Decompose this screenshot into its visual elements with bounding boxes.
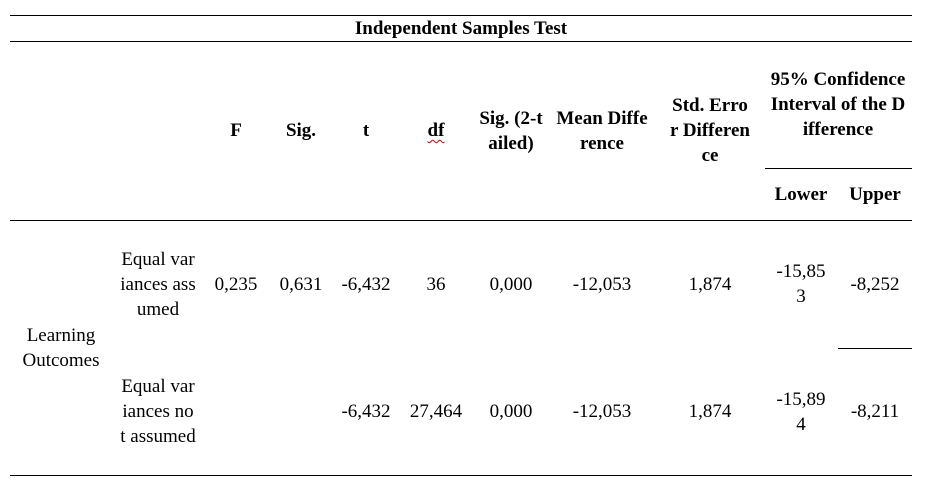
- row-group: Learning Outcomes: [22, 220, 100, 475]
- rule: [765, 168, 912, 169]
- table-cell: -15,853: [772, 220, 830, 348]
- column-header-text: Mean Difference: [556, 107, 648, 154]
- ci-header-text: 95% Confidence Interval of the Differenc…: [770, 69, 906, 140]
- column-subheader-text: Upper: [849, 183, 901, 205]
- column-header: Sig.: [273, 41, 329, 220]
- table-cell: 1,874: [668, 348, 752, 475]
- table-cell-text: -6,432: [341, 401, 391, 422]
- table-cell-text: 0,235: [214, 273, 258, 295]
- rule: [10, 15, 912, 16]
- column-header-text: df: [427, 120, 445, 141]
- table-cell-text: 1,874: [688, 273, 732, 295]
- table-cell: -8,211: [842, 348, 908, 475]
- row-label: Equal variances not assumed: [120, 348, 196, 475]
- column-header-text: Std. Error Difference: [669, 95, 751, 166]
- column-subheader: Lower: [772, 168, 830, 220]
- table-cell-text: -8,252: [850, 273, 900, 295]
- table-cell: -6,432: [340, 348, 392, 475]
- column-header: Sig. (2-tailed): [478, 41, 544, 220]
- table-cell: 0,631: [273, 220, 329, 348]
- table-cell-text: 1,874: [688, 401, 732, 422]
- ci-header: 95% Confidence Interval of the Differenc…: [770, 41, 906, 168]
- table-cell-text: -6,432: [341, 273, 391, 295]
- row-group-text: Learning Outcomes: [22, 324, 100, 371]
- column-header-text: Sig.: [285, 120, 317, 141]
- table-cell: -8,252: [842, 220, 908, 348]
- rule: [838, 348, 912, 349]
- row-label-text: Equal variances assumed: [120, 248, 196, 320]
- table-title: Independent Samples Test: [10, 15, 912, 41]
- rule: [10, 41, 912, 42]
- table-cell: 27,464: [404, 348, 468, 475]
- column-header-text: F: [230, 120, 242, 141]
- table-cell: 0,000: [478, 220, 544, 348]
- table-cell: 0,000: [478, 348, 544, 475]
- table-cell: 1,874: [668, 220, 752, 348]
- table-cell: 36: [404, 220, 468, 348]
- column-header-text: Sig. (2-tailed): [479, 107, 543, 154]
- table-cell-text: -8,211: [850, 401, 900, 422]
- table-cell-text: -15,853: [776, 261, 826, 307]
- table-cell-text: -12,053: [572, 401, 632, 422]
- column-header: Std. Error Difference: [668, 41, 752, 220]
- table-cell: -12,053: [556, 348, 648, 475]
- table-cell: 0,235: [208, 220, 264, 348]
- row-label-text: Equal variances not assumed: [120, 376, 196, 447]
- table-cell: -6,432: [340, 220, 392, 348]
- column-header-text: t: [362, 120, 370, 141]
- table-cell-text: 0,631: [279, 273, 323, 295]
- column-subheader-text: Lower: [774, 183, 828, 205]
- table-cell-text: 0,000: [489, 401, 533, 422]
- rule: [10, 220, 912, 221]
- table-cell-text: 36: [426, 273, 446, 295]
- rule: [10, 475, 912, 476]
- table-cell: -15,894: [772, 348, 830, 475]
- table-cell-text: -12,053: [572, 273, 632, 295]
- column-subheader: Upper: [842, 168, 908, 220]
- table-title-text: Independent Samples Test: [354, 17, 568, 39]
- table-cell-text: 27,464: [409, 401, 463, 422]
- column-header: Mean Difference: [556, 41, 648, 220]
- table-cell-text: 0,000: [489, 273, 533, 295]
- table-cell-text: -15,894: [776, 388, 826, 435]
- column-header: df: [404, 41, 468, 220]
- column-header: t: [340, 41, 392, 220]
- row-label: Equal variances assumed: [120, 220, 196, 348]
- column-header: F: [208, 41, 264, 220]
- table-cell: -12,053: [556, 220, 648, 348]
